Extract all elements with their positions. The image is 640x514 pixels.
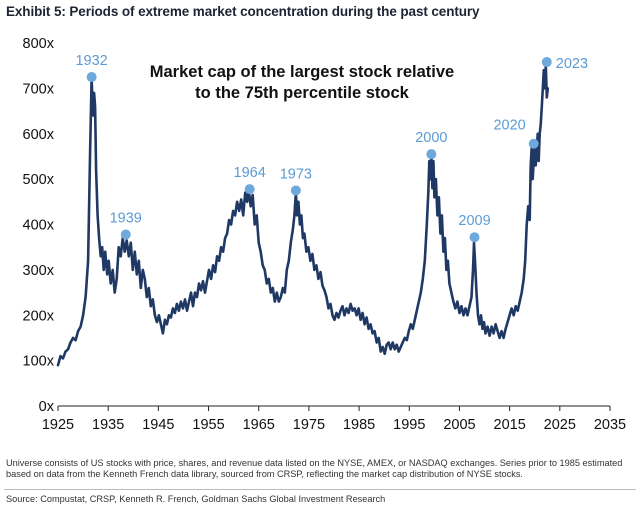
annotation-label-2000: 2000 [415,130,447,146]
annotation-label-2020: 2020 [493,118,525,134]
y-tick-label: 600x [23,127,55,143]
annotation-label-2023: 2023 [556,56,588,72]
x-tick-label: 1955 [192,417,224,433]
y-tick-label: 300x [23,263,55,279]
y-tick-label: 100x [23,354,55,370]
chart-title-line-2: to the 75th percentile stock [195,84,409,102]
y-tick-label: 200x [23,308,55,324]
chart-ticks: 0x 100x 200x 300x 400x 500x 600x 700x 800x 1925 19… [23,36,627,433]
chart-series [56,64,550,367]
y-tick-label: 800x [23,36,55,52]
annotation-marker-1932 [86,72,97,83]
x-tick-label: 2035 [594,417,626,433]
chart-title: Market cap of the largest stock relative… [150,63,454,102]
x-tick-label: 1935 [92,417,124,433]
y-tick-label: 700x [23,81,55,97]
source-note: Source: Compustat, CRSP, Kenneth R. Fren… [6,494,386,504]
chart-title-line-1: Market cap of the largest stock relative [150,63,454,81]
divider [4,489,636,490]
annotation-label-1939: 1939 [110,210,142,226]
annotation-marker-2000 [426,149,437,160]
x-tick-label: 1995 [393,417,425,433]
x-tick-label: 1985 [343,417,375,433]
line-chart: 0x 100x 200x 300x 400x 500x 600x 700x 800x 1925 19… [23,36,627,433]
annotation-label-1932: 1932 [75,53,107,69]
annotation-marker-2023 [541,57,552,68]
x-tick-label: 1965 [243,417,275,433]
x-tick-label: 2005 [443,417,475,433]
annotation-marker-1973 [290,185,301,196]
y-tick-label: 0x [39,399,55,415]
x-tick-label: 2025 [544,417,576,433]
x-tick-label: 1945 [142,417,174,433]
footnote: Universe consists of US stocks with pric… [6,458,623,479]
annotation-marker-1964 [244,184,255,195]
annotation-marker-2020 [528,138,539,149]
series-line [56,64,550,367]
y-tick-label: 500x [23,172,55,188]
annotation-marker-1939 [120,229,131,240]
x-tick-label: 1925 [42,417,74,433]
exhibit-title: Exhibit 5: Periods of extreme market con… [6,4,480,19]
annotation-label-2009: 2009 [458,213,490,229]
annotation-label-1973: 1973 [280,166,312,182]
annotation-marker-2009 [469,232,480,243]
chart-annotations: 1932 1939 1964 1973 2000 2009 2020 2023 [75,53,588,243]
x-tick-label: 1975 [293,417,325,433]
x-tick-label: 2015 [494,417,526,433]
annotation-label-1964: 1964 [234,165,266,181]
y-tick-label: 400x [23,218,55,234]
